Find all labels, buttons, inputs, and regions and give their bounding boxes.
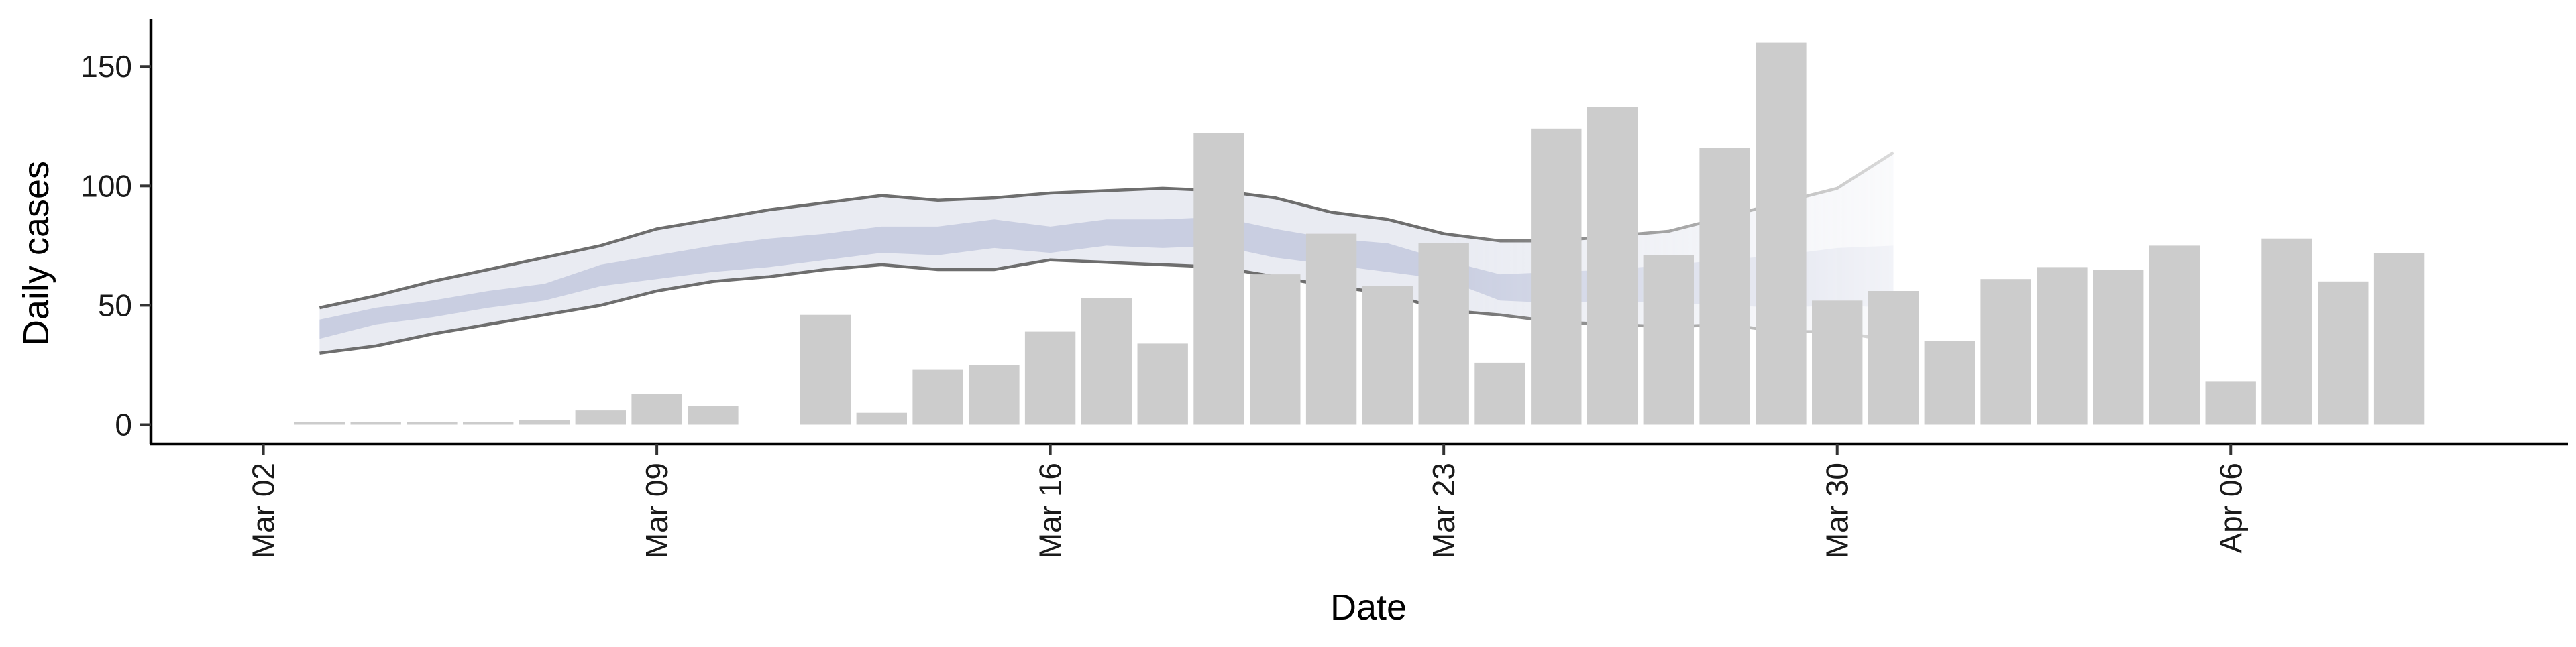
bar-2020-03-10 <box>688 406 739 425</box>
bar-2020-03-18 <box>1137 343 1188 425</box>
bar-2020-04-02 <box>1980 279 2031 425</box>
y-tick-label-50: 50 <box>98 288 132 322</box>
bar-2020-03-17 <box>1081 298 1132 425</box>
bar-2020-03-09 <box>631 394 682 425</box>
x-tick-label-2020-03-16: Mar 16 <box>1033 463 1068 558</box>
bar-2020-03-08 <box>575 410 626 425</box>
bar-2020-03-28 <box>1699 148 1750 425</box>
bar-2020-04-03 <box>2037 267 2088 425</box>
y-tick-label-150: 150 <box>80 49 132 84</box>
x-tick-label-2020-03-02: Mar 02 <box>246 463 281 558</box>
bars <box>294 42 2425 425</box>
bar-2020-03-14 <box>912 369 963 425</box>
bar-2020-03-27 <box>1643 255 1694 425</box>
bar-2020-04-04 <box>2093 270 2144 425</box>
bar-2020-04-01 <box>1924 341 1975 425</box>
bar-2020-03-13 <box>856 412 907 425</box>
y-axis-title: Daily cases <box>16 161 56 346</box>
bar-2020-03-31 <box>1868 291 1919 425</box>
bar-2020-03-20 <box>1250 274 1301 425</box>
bar-2020-03-04 <box>350 422 401 425</box>
y-tick-label-100: 100 <box>80 168 132 203</box>
bar-2020-03-19 <box>1193 133 1244 425</box>
bar-2020-03-12 <box>800 314 851 425</box>
bar-2020-03-07 <box>519 420 570 425</box>
bar-2020-03-26 <box>1587 107 1638 425</box>
band-90 <box>319 152 1894 353</box>
bar-2020-03-23 <box>1418 243 1469 425</box>
bar-2020-03-03 <box>294 422 345 425</box>
axes: 0 50 100 150 Mar 02 Mar 09 Mar 16 Mar 23 Mar 30 A… <box>80 19 2568 558</box>
bar-2020-04-05 <box>2149 245 2200 425</box>
x-tick-label-2020-03-23: Mar 23 <box>1426 463 1461 558</box>
bar-2020-03-25 <box>1531 128 1582 425</box>
bar-2020-03-24 <box>1474 362 1525 425</box>
bar-2020-04-06 <box>2205 381 2256 425</box>
bar-2020-03-06 <box>463 422 514 425</box>
bar-2020-03-29 <box>1756 42 1807 425</box>
bar-2020-04-08 <box>2318 281 2369 425</box>
x-tick-label-2020-03-09: Mar 09 <box>639 463 674 558</box>
bar-2020-03-05 <box>407 422 458 425</box>
bar-2020-04-07 <box>2261 238 2312 425</box>
bar-2020-03-15 <box>969 365 1020 425</box>
bar-2020-03-21 <box>1305 233 1357 425</box>
x-axis-title: Date <box>1330 587 1407 628</box>
y-tick-label-0: 0 <box>115 408 132 443</box>
x-tick-label-2020-04-06: Apr 06 <box>2213 463 2248 554</box>
bar-2020-03-16 <box>1024 331 1076 425</box>
bar-2020-03-30 <box>1812 300 1863 425</box>
band-50 <box>319 217 1894 339</box>
bar-2020-03-22 <box>1362 286 1413 425</box>
bar-2020-04-09 <box>2373 253 2425 425</box>
x-tick-label-2020-03-30: Mar 30 <box>1820 463 1855 558</box>
